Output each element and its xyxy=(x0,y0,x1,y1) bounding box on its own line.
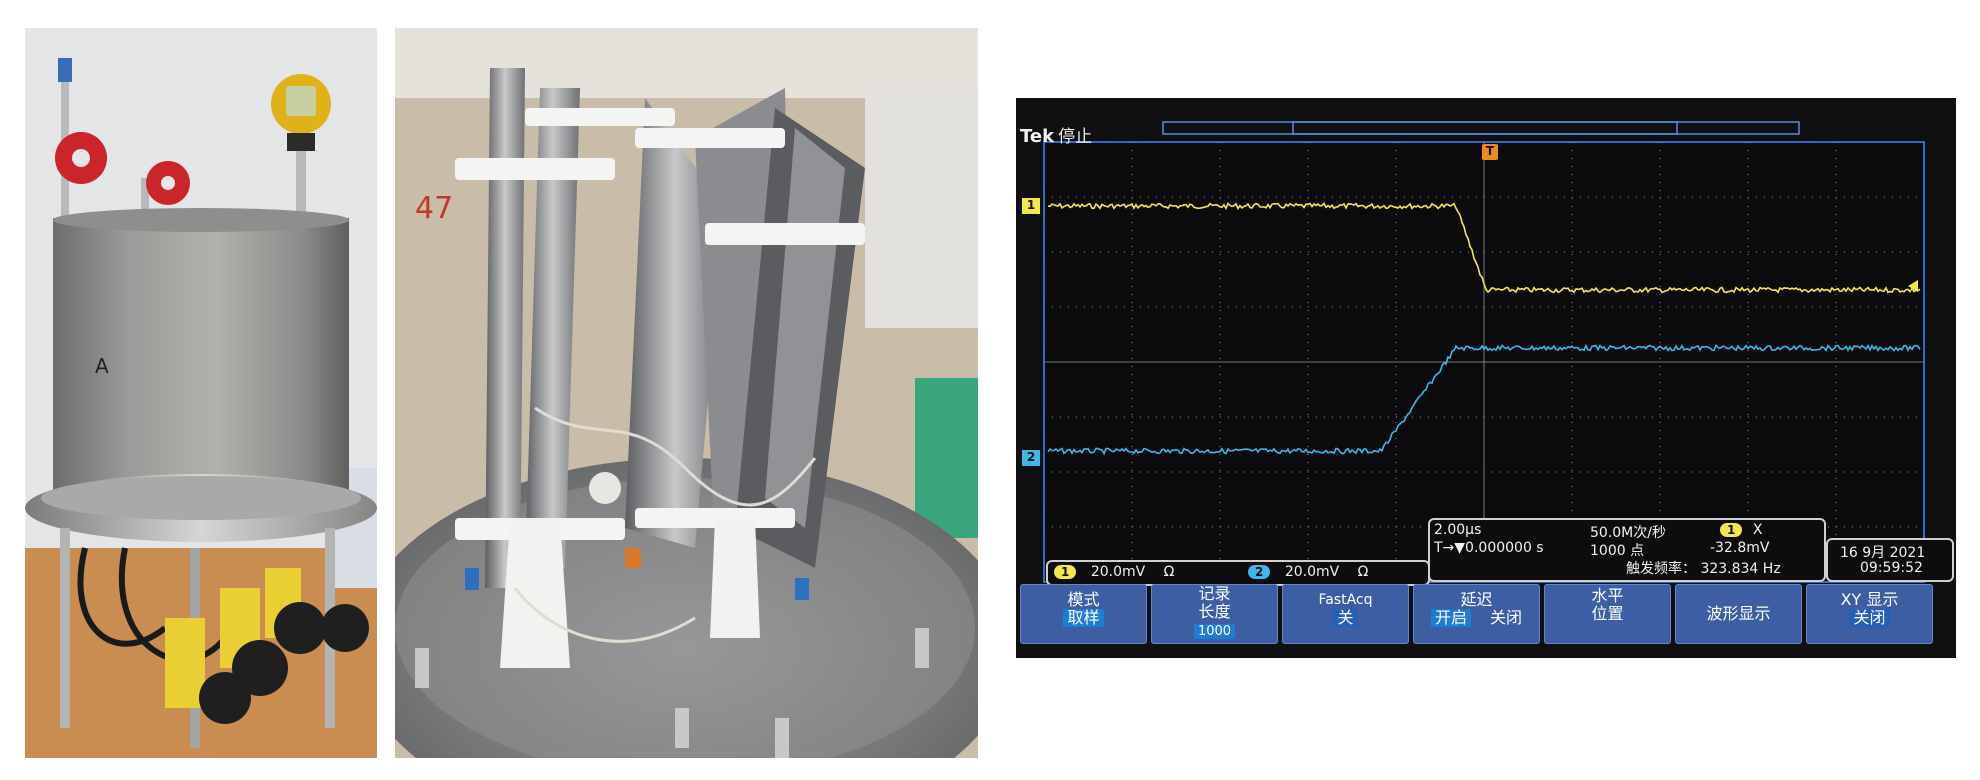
softkey-mode[interactable]: 模式 取样 xyxy=(1020,584,1147,644)
trigger-type-icon: X xyxy=(1752,522,1763,538)
softkey-record-length-value: 1000 xyxy=(1193,624,1236,639)
softkey-waveform-display[interactable]: 波形显示 xyxy=(1675,584,1802,644)
ch1-unit-icon: Ω xyxy=(1163,564,1175,580)
electrode-assembly-photo: 47 xyxy=(395,28,978,758)
ch2-marker: 2 xyxy=(1022,450,1040,466)
run-state: 停止 xyxy=(1058,127,1093,147)
time: 09:59:52 xyxy=(1860,560,1923,576)
datetime-box: 16 9月 2021 09:59:52 xyxy=(1826,538,1954,582)
softkey-mode-value: 取样 xyxy=(1063,609,1104,627)
ch2-scale: 20.0mV xyxy=(1284,564,1340,580)
ch2-trace xyxy=(1047,343,1921,456)
softkey-xy-display[interactable]: XY 显示 关闭 xyxy=(1806,584,1933,644)
trigger-frequency: 触发频率： 323.834 Hz xyxy=(1626,561,1781,577)
ch1-badge: 1 xyxy=(1054,565,1077,579)
wall-marking: 47 xyxy=(415,191,453,226)
trigger-position-marker: T xyxy=(1482,144,1498,160)
ch1-marker: 1 xyxy=(1022,198,1040,214)
scope-brand-status: Tek 停止 xyxy=(1020,122,1092,147)
softkey-horizontal-position[interactable]: 水平 位置 xyxy=(1544,584,1671,644)
softkey-record-length[interactable]: 记录 长度 1000 xyxy=(1151,584,1278,644)
trigger-position: T→▼0.000000 s xyxy=(1434,540,1544,556)
channel-scale-box: 1 20.0mV Ω 2 20.0mV Ω xyxy=(1046,560,1430,586)
softkey-delay-off: 关闭 xyxy=(1490,608,1523,627)
ch2-unit-icon: Ω xyxy=(1357,564,1369,580)
scope-brand: Tek xyxy=(1020,126,1055,147)
record-points: 1000 点 xyxy=(1590,543,1645,559)
ch1-scale: 20.0mV xyxy=(1090,564,1146,580)
ch1-trace xyxy=(1047,202,1921,294)
softkey-delay-on: 开启 xyxy=(1430,609,1471,627)
timebase: 2.00μs xyxy=(1434,522,1482,538)
chamber-photo: A xyxy=(25,28,377,758)
softkey-delay[interactable]: 延迟 开启 关闭 xyxy=(1413,584,1540,644)
softkey-fastacq[interactable]: FastAcq 关 xyxy=(1282,584,1409,644)
ch2-badge: 2 xyxy=(1248,565,1271,579)
chamber-marking: A xyxy=(95,354,109,378)
oscilloscope-screen: Tek 停止 T 1 2 1 20.0mV Ω 2 20.0mV Ω 2.00μs… xyxy=(1016,98,1956,658)
trigger-level: -32.8mV xyxy=(1710,540,1770,556)
softkey-fastacq-value: 关 xyxy=(1333,609,1358,627)
date: 16 9月 2021 xyxy=(1840,545,1926,561)
trigger-level-arrow xyxy=(1908,280,1918,292)
horizontal-trigger-box: 2.00μs 50.0M次/秒 1 X T→▼0.000000 s 1000 点… xyxy=(1428,518,1826,582)
trigger-source-badge: 1 xyxy=(1720,523,1743,537)
softkey-xy-display-value: 关闭 xyxy=(1849,609,1890,627)
sample-rate: 50.0M次/秒 xyxy=(1590,525,1666,541)
